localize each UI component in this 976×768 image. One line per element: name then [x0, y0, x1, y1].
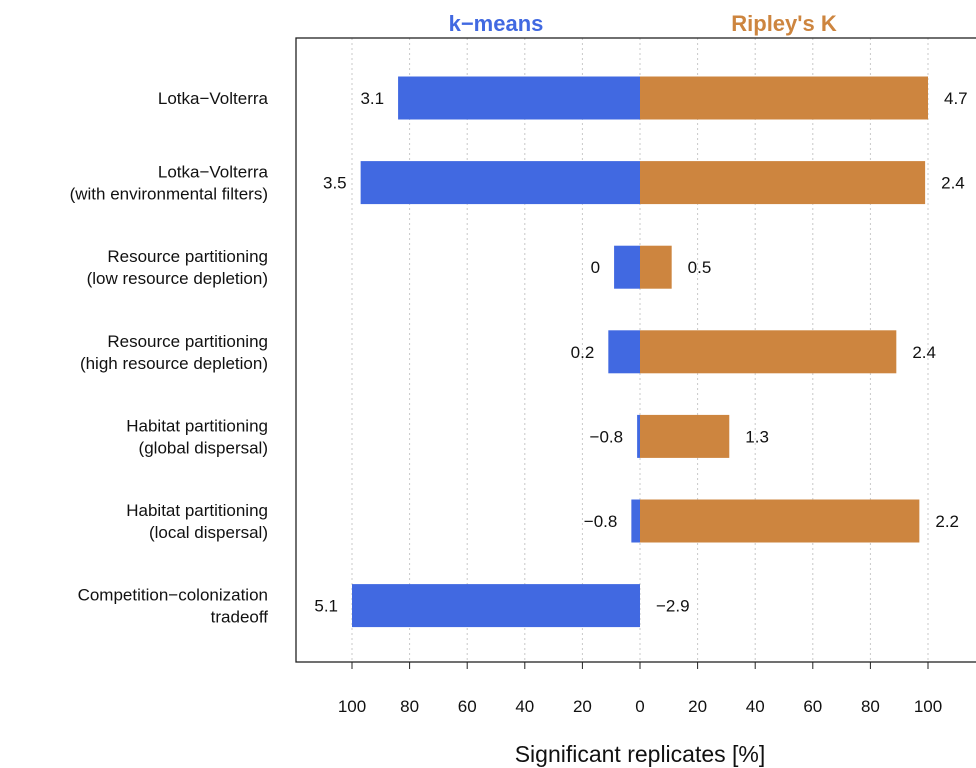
- bar-kmeans: [352, 584, 640, 628]
- category-label: (high resource depletion): [80, 354, 268, 373]
- category-label: Resource partitioning: [107, 247, 268, 266]
- bar-ripleys-k: [640, 414, 730, 458]
- x-tick-label: 100: [338, 697, 366, 716]
- value-label-ripleys-k: 4.7: [944, 89, 968, 108]
- series-title-kmeans: k−means: [449, 11, 544, 36]
- bar-kmeans: [608, 330, 640, 374]
- x-tick-label: 40: [515, 697, 534, 716]
- x-tick-label: 20: [573, 697, 592, 716]
- series-title-ripleys-k: Ripley's K: [731, 11, 837, 36]
- category-label: tradeoff: [211, 608, 269, 627]
- bar-kmeans: [398, 76, 640, 120]
- x-tick-label: 100: [914, 697, 942, 716]
- value-label-kmeans: 5.1: [314, 597, 338, 616]
- value-label-ripleys-k: 2.4: [941, 174, 965, 193]
- category-label: (global dispersal): [139, 438, 268, 457]
- x-tick-label: 0: [635, 697, 644, 716]
- category-label: (with environmental filters): [70, 185, 268, 204]
- bar-kmeans: [360, 161, 640, 205]
- bar-kmeans: [614, 245, 640, 289]
- bar-kmeans: [637, 414, 640, 458]
- category-label: Habitat partitioning: [126, 416, 268, 435]
- category-label: Lotka−Volterra: [158, 163, 269, 182]
- x-tick-label: 60: [458, 697, 477, 716]
- value-label-kmeans: 3.1: [360, 89, 384, 108]
- x-tick-label: 60: [803, 697, 822, 716]
- value-label-kmeans: −0.8: [584, 512, 618, 531]
- bar-ripleys-k: [640, 161, 926, 205]
- value-label-kmeans: 0: [591, 258, 600, 277]
- value-label-kmeans: 0.2: [571, 343, 595, 362]
- category-label: Lotka−Volterra: [158, 89, 269, 108]
- category-label: Resource partitioning: [107, 332, 268, 351]
- category-label: Habitat partitioning: [126, 501, 268, 520]
- value-labels: 3.1 4.7 3.5 2.4 0 0.5 0.2 2.4 −0.8 1.3 −0.8 2.2 5.1 −…: [314, 89, 967, 616]
- x-tick-label: 40: [746, 697, 765, 716]
- bar-ripleys-k: [640, 499, 920, 543]
- bar-kmeans: [631, 499, 640, 543]
- bar-ripleys-k: [640, 76, 928, 120]
- plot-frame: [295, 37, 976, 663]
- value-label-ripleys-k: 0.5: [688, 258, 712, 277]
- category-label: Competition−colonization: [78, 586, 268, 605]
- value-label-ripleys-k: 2.2: [935, 512, 959, 531]
- category-label: (low resource depletion): [87, 269, 268, 288]
- x-tick-label: 80: [400, 697, 419, 716]
- value-label-ripleys-k: −2.9: [656, 597, 690, 616]
- category-labels: Lotka−Volterra Lotka−Volterra (with enviro…: [70, 89, 269, 627]
- value-label-kmeans: 3.5: [323, 174, 347, 193]
- bar-ripleys-k: [640, 245, 672, 289]
- x-axis: 100 80 60 40 20 0 20 40 60 80 100: [338, 662, 942, 716]
- value-label-kmeans: −0.8: [590, 427, 624, 446]
- category-label: (local dispersal): [149, 523, 268, 542]
- bar-ripleys-k: [640, 330, 897, 374]
- x-tick-label: 20: [688, 697, 707, 716]
- bars: [352, 76, 928, 628]
- value-label-ripleys-k: 2.4: [912, 343, 936, 362]
- x-axis-title: Significant replicates [%]: [515, 741, 766, 767]
- value-label-ripleys-k: 1.3: [745, 427, 769, 446]
- x-tick-label: 80: [861, 697, 880, 716]
